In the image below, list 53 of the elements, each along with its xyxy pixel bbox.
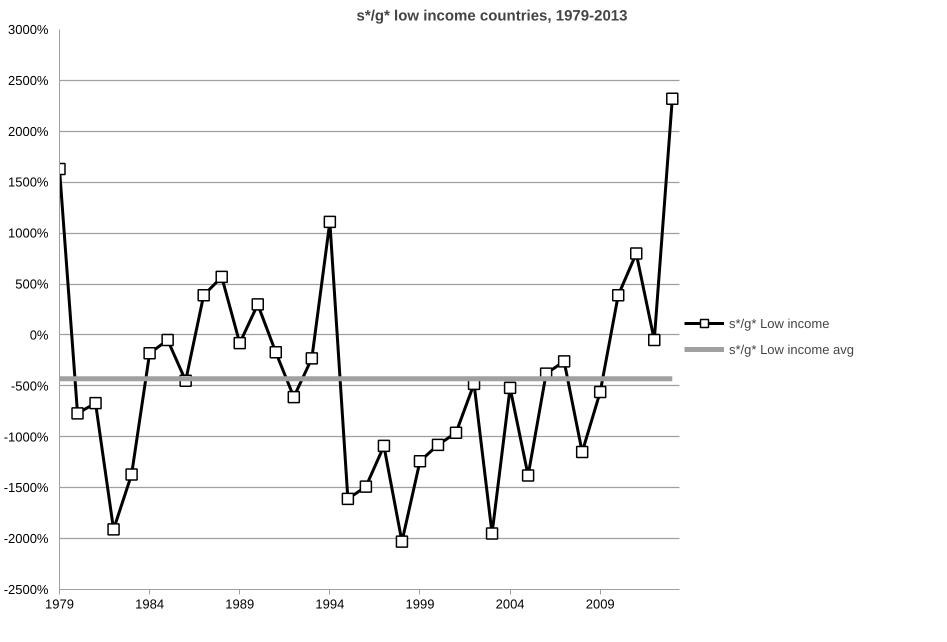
y-tick-label: -2000% bbox=[4, 531, 49, 546]
point bbox=[576, 446, 588, 458]
point bbox=[432, 438, 444, 452]
point bbox=[252, 298, 264, 311]
y-tick-label: -500% bbox=[10, 378, 49, 394]
point bbox=[342, 492, 354, 506]
y-tick-label: 500% bbox=[15, 276, 49, 292]
point bbox=[648, 334, 661, 346]
x-tick-label: 1979 bbox=[45, 596, 74, 612]
x-tick-label: 1994 bbox=[315, 596, 344, 612]
point bbox=[107, 523, 120, 536]
point bbox=[161, 334, 174, 346]
point bbox=[125, 468, 138, 481]
x-tick-label: 1989 bbox=[225, 596, 254, 612]
y-tick-label: 1500% bbox=[8, 174, 49, 190]
point bbox=[486, 527, 498, 540]
point bbox=[378, 440, 390, 452]
y-tick-label: -1500% bbox=[4, 480, 49, 496]
point bbox=[414, 454, 426, 468]
point bbox=[396, 535, 408, 548]
y-tick-label: -2500% bbox=[4, 582, 49, 597]
point bbox=[360, 480, 372, 493]
point bbox=[612, 288, 624, 302]
y-tick-label: 1000% bbox=[8, 226, 49, 241]
y-tick-label: 2500% bbox=[8, 72, 49, 88]
legend-label: s*/g* Low income avg bbox=[729, 342, 854, 356]
x-tick-label: 2009 bbox=[586, 596, 615, 612]
y-tick-label: -1000% bbox=[4, 429, 49, 444]
point bbox=[630, 247, 642, 260]
y-tick-label: 0% bbox=[30, 327, 49, 342]
point bbox=[324, 216, 336, 228]
x-tick-label: 1999 bbox=[406, 596, 434, 612]
chart-title: s*/g* low income countries, 1979-2013 bbox=[356, 8, 628, 24]
point bbox=[450, 426, 462, 439]
point bbox=[270, 346, 282, 359]
point bbox=[558, 355, 570, 368]
point bbox=[306, 352, 318, 365]
point bbox=[288, 390, 300, 404]
y-tick-label: 3000% bbox=[8, 22, 49, 37]
point bbox=[143, 347, 156, 360]
point bbox=[233, 336, 246, 350]
y-tick-label: 2000% bbox=[8, 124, 49, 139]
point bbox=[197, 288, 210, 302]
point bbox=[666, 92, 679, 105]
point bbox=[71, 407, 84, 420]
point bbox=[504, 382, 516, 394]
point bbox=[215, 270, 228, 284]
x-tick-label: 2004 bbox=[496, 596, 525, 612]
point bbox=[89, 396, 102, 410]
point bbox=[522, 469, 534, 482]
x-tick-label: 1984 bbox=[135, 596, 164, 612]
legend-label: s*/g* Low income bbox=[729, 316, 830, 330]
point bbox=[594, 386, 606, 398]
